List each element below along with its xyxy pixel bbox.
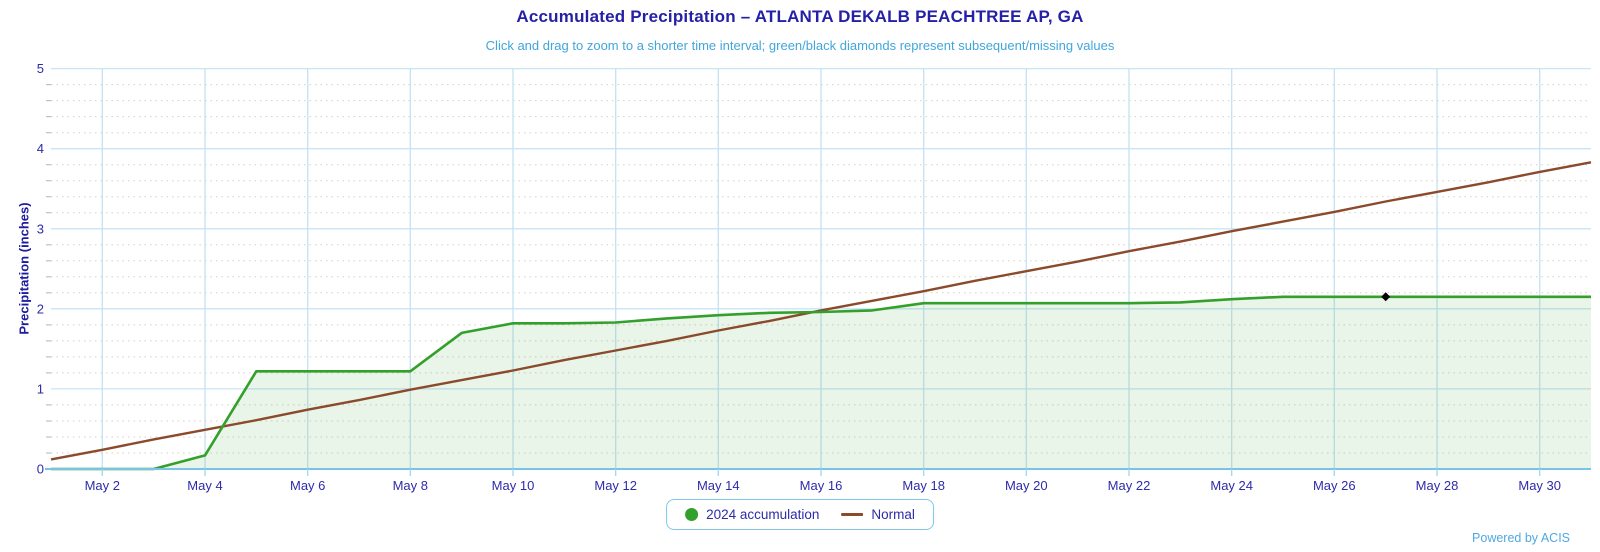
svg-text:0: 0 bbox=[37, 462, 44, 477]
svg-text:May 18: May 18 bbox=[902, 478, 945, 493]
accumulation-area-fill bbox=[51, 296, 1591, 469]
svg-text:May 6: May 6 bbox=[290, 478, 325, 493]
svg-text:May 20: May 20 bbox=[1005, 478, 1048, 493]
svg-text:5: 5 bbox=[37, 61, 44, 76]
svg-text:May 8: May 8 bbox=[393, 478, 428, 493]
legend: 2024 accumulation Normal bbox=[666, 499, 934, 530]
powered-by-acis-link[interactable]: Powered by ACIS bbox=[1472, 531, 1570, 545]
legend-item-accumulation[interactable]: 2024 accumulation bbox=[685, 507, 819, 522]
svg-text:May 14: May 14 bbox=[697, 478, 740, 493]
svg-text:May 10: May 10 bbox=[492, 478, 535, 493]
x-axis-ticks-labels: May 2 May 4 May 6 May 8 May 10 May 12 May 14 Ma… bbox=[85, 469, 1561, 493]
svg-text:May 28: May 28 bbox=[1416, 478, 1459, 493]
chart-subtitle: Click and drag to zoom to a shorter time… bbox=[485, 38, 1115, 53]
accumulation-dot-icon bbox=[685, 508, 699, 521]
svg-text:May 24: May 24 bbox=[1210, 478, 1253, 493]
y-axis-minor-ticks bbox=[46, 83, 51, 454]
y-axis-labels: 0 1 2 3 4 5 bbox=[37, 61, 44, 476]
normal-line-icon bbox=[841, 513, 864, 516]
legend-item-normal[interactable]: Normal bbox=[841, 507, 915, 522]
major-gridlines-vertical bbox=[101, 68, 1541, 469]
svg-text:May 16: May 16 bbox=[800, 478, 843, 493]
accumulation-series-line[interactable] bbox=[51, 295, 1591, 471]
svg-text:May 12: May 12 bbox=[594, 478, 637, 493]
svg-text:May 26: May 26 bbox=[1313, 478, 1356, 493]
legend-label-normal: Normal bbox=[871, 507, 915, 522]
svg-text:4: 4 bbox=[37, 141, 44, 156]
legend-label-accumulation: 2024 accumulation bbox=[706, 507, 820, 522]
normal-series-line[interactable] bbox=[50, 161, 1592, 461]
svg-text:May 30: May 30 bbox=[1518, 478, 1561, 493]
svg-text:3: 3 bbox=[37, 221, 44, 236]
svg-text:May 2: May 2 bbox=[85, 478, 120, 493]
svg-text:May 4: May 4 bbox=[187, 478, 222, 493]
missing-value-diamond-marker[interactable] bbox=[1381, 292, 1391, 302]
svg-text:1: 1 bbox=[37, 381, 44, 396]
chart-title: Accumulated Precipitation – ATLANTA DEKA… bbox=[516, 7, 1084, 26]
svg-text:May 22: May 22 bbox=[1108, 478, 1151, 493]
svg-text:2: 2 bbox=[37, 301, 44, 316]
